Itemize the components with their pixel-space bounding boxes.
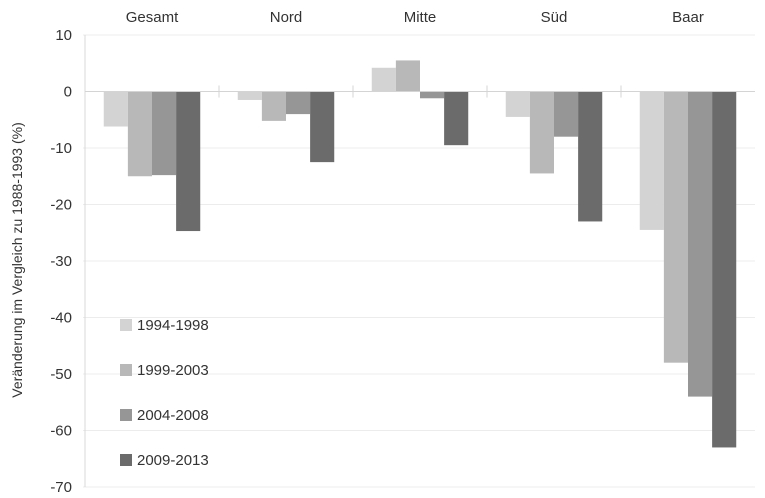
- y-tick-label: -30: [50, 253, 72, 270]
- bar: [505, 91, 530, 117]
- legend-label: 1994-1998: [137, 317, 209, 334]
- bar: [152, 91, 177, 176]
- category-label: Süd: [541, 9, 568, 26]
- legend-swatch: [120, 409, 132, 421]
- category-label: Baar: [672, 9, 704, 26]
- bar: [578, 91, 603, 222]
- bar: [371, 67, 396, 92]
- y-tick-label: -20: [50, 197, 72, 214]
- legend: 1994-1998 1999-2003 2004-2008 2009-2013: [120, 317, 209, 469]
- bar: [237, 91, 262, 100]
- y-tick-label: -10: [50, 140, 72, 157]
- y-tick-label: 10: [55, 27, 72, 44]
- bar: [176, 91, 201, 232]
- category-label: Mitte: [404, 9, 437, 26]
- bars: [103, 60, 737, 448]
- y-tick-label: -40: [50, 310, 72, 327]
- bar: [310, 91, 335, 163]
- legend-swatch: [120, 319, 132, 331]
- legend-label: 2004-2008: [137, 407, 209, 424]
- legend-label: 2009-2013: [137, 452, 209, 469]
- bar: [103, 91, 128, 127]
- y-axis-title: Veränderung im Vergleich zu 1988-1993 (%…: [9, 122, 25, 398]
- bar: [639, 91, 664, 230]
- category-label: Gesamt: [126, 9, 179, 26]
- bar: [663, 91, 688, 363]
- legend-swatch: [120, 364, 132, 376]
- bar: [420, 91, 445, 99]
- y-tick-label: -70: [50, 479, 72, 496]
- y-tick-label: -50: [50, 366, 72, 383]
- legend-swatch: [120, 454, 132, 466]
- y-tick-label: -60: [50, 423, 72, 440]
- bar: [127, 91, 152, 177]
- bar: [444, 91, 469, 146]
- bar: [712, 91, 737, 448]
- bar: [529, 91, 554, 174]
- bar: [688, 91, 713, 397]
- bar: [554, 91, 579, 137]
- category-label: Nord: [270, 9, 303, 26]
- bar: [261, 91, 286, 121]
- axes: [84, 35, 755, 487]
- bar: [395, 60, 420, 92]
- category-labels: Gesamt Nord Mitte Süd Baar: [126, 9, 704, 26]
- bar: [286, 91, 311, 115]
- y-tick-labels: 10 0 -10 -20 -30 -40 -50 -60 -70: [50, 27, 72, 496]
- y-tick-label: 0: [64, 84, 72, 101]
- legend-label: 1999-2003: [137, 362, 209, 379]
